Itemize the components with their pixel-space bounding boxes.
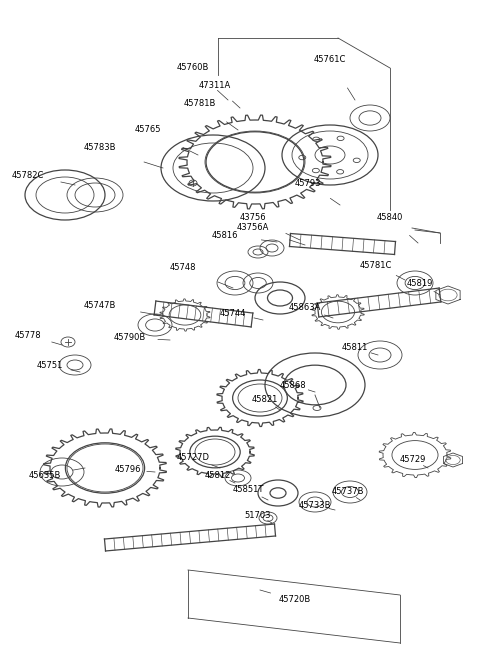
Text: 45737B: 45737B (332, 487, 364, 497)
Text: 45782C: 45782C (12, 171, 44, 180)
Text: 45778: 45778 (15, 331, 41, 340)
Text: 45793: 45793 (295, 178, 321, 188)
Text: 43756A: 43756A (237, 224, 269, 232)
Text: 45727D: 45727D (177, 453, 209, 462)
Text: 45744: 45744 (220, 308, 246, 318)
Text: 45790B: 45790B (114, 333, 146, 342)
Text: 45760B: 45760B (177, 64, 209, 73)
Text: 45783B: 45783B (84, 144, 116, 152)
Text: 45840: 45840 (377, 213, 403, 222)
Text: 45851T: 45851T (232, 485, 264, 495)
Text: 45816: 45816 (212, 230, 238, 239)
Text: 45635B: 45635B (29, 470, 61, 480)
Text: 45733B: 45733B (299, 501, 331, 510)
Text: 45781B: 45781B (184, 98, 216, 108)
Text: 43756: 43756 (240, 213, 266, 222)
Text: 45796: 45796 (115, 466, 141, 474)
Text: 45781C: 45781C (360, 260, 392, 270)
Text: 45729: 45729 (400, 455, 426, 464)
Text: 45863A: 45863A (289, 304, 321, 312)
Text: 45819: 45819 (407, 279, 433, 287)
Text: 45747B: 45747B (84, 300, 116, 310)
Text: 45821: 45821 (252, 396, 278, 405)
Text: 45811: 45811 (342, 344, 368, 352)
Text: 45761C: 45761C (314, 56, 346, 64)
Text: 45765: 45765 (135, 125, 161, 134)
Text: 47311A: 47311A (199, 81, 231, 89)
Text: 51703: 51703 (245, 510, 271, 520)
Text: 45868: 45868 (280, 380, 306, 390)
Text: 45812: 45812 (205, 470, 231, 480)
Text: 45748: 45748 (170, 264, 196, 272)
Text: 45751: 45751 (37, 361, 63, 369)
Text: 45720B: 45720B (279, 596, 311, 604)
